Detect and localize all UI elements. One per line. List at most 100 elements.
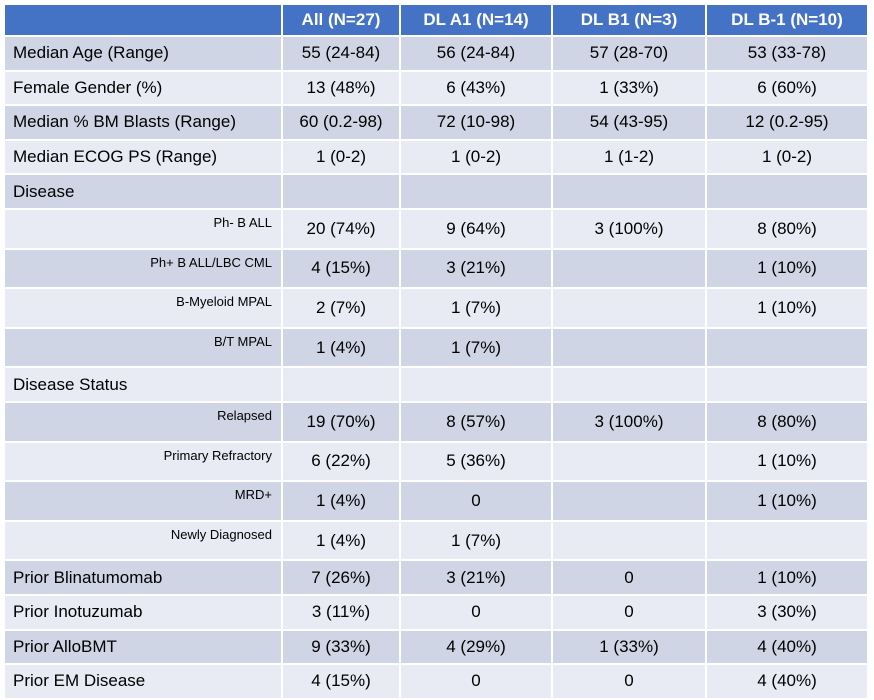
table-cell: 1 (1-2): [553, 140, 705, 174]
table-cell: [401, 368, 551, 401]
table-cell: 56 (24-84): [401, 37, 551, 70]
table-cell: 8 (80%): [707, 209, 867, 248]
table-cell: 12 (0.2-95): [707, 106, 867, 139]
table-cell: [401, 175, 551, 208]
table-cell: 6 (22%): [283, 442, 399, 481]
table-row: Ph- B ALL 20 (74%) 9 (64%) 3 (100%) 8 (80%): [5, 209, 867, 248]
table-cell: 0: [401, 665, 551, 698]
table-cell: 1 (10%): [707, 561, 867, 594]
table-cell: [553, 289, 705, 327]
table-cell: 4 (40%): [707, 630, 867, 664]
table-cell: 19 (70%): [283, 402, 399, 441]
table-cell: 8 (57%): [401, 402, 551, 441]
table-cell: [553, 328, 705, 367]
table-cell: 6 (43%): [401, 71, 551, 105]
table-cell: 20 (74%): [283, 209, 399, 248]
table-cell: [553, 249, 705, 288]
row-label: Median % BM Blasts (Range): [5, 106, 281, 139]
table-cell: 1 (4%): [283, 521, 399, 560]
table-cell: [707, 175, 867, 208]
row-label: Prior Inotuzumab: [5, 595, 281, 629]
table-cell: 2 (7%): [283, 289, 399, 327]
table-cell: 1 (0-2): [401, 140, 551, 174]
table-cell: 8 (80%): [707, 402, 867, 441]
table-cell: 9 (33%): [283, 630, 399, 664]
row-label: Median ECOG PS (Range): [5, 140, 281, 174]
table-cell: 0: [553, 561, 705, 594]
table-cell: 3 (30%): [707, 595, 867, 629]
table-cell: [553, 175, 705, 208]
table-cell: 1 (33%): [553, 71, 705, 105]
table-cell: 55 (24-84): [283, 37, 399, 70]
table-cell: 1 (33%): [553, 630, 705, 664]
header-cell-dl-b1: DL B1 (N=3): [553, 5, 705, 35]
table-row: MRD+ 1 (4%) 0 1 (10%): [5, 482, 867, 520]
table-cell: 3 (21%): [401, 249, 551, 288]
row-sublabel: Ph- B ALL: [5, 209, 281, 248]
table-row: Prior AlloBMT 9 (33%) 4 (29%) 1 (33%) 4 (40%…: [5, 630, 867, 664]
header-cell-all: All (N=27): [283, 5, 399, 35]
table-cell: 1 (7%): [401, 521, 551, 560]
table-row: Newly Diagnosed 1 (4%) 1 (7%): [5, 521, 867, 560]
row-label: Female Gender (%): [5, 71, 281, 105]
row-sublabel: MRD+: [5, 482, 281, 520]
header-cell-blank: [5, 5, 281, 35]
table-cell: 1 (0-2): [707, 140, 867, 174]
table-row: Disease Status: [5, 368, 867, 401]
row-label: Median Age (Range): [5, 37, 281, 70]
table-cell: [707, 328, 867, 367]
table-cell: 4 (15%): [283, 249, 399, 288]
table-cell: [707, 368, 867, 401]
row-label: Prior Blinatumomab: [5, 561, 281, 594]
table-row: Female Gender (%) 13 (48%) 6 (43%) 1 (33%) 6…: [5, 71, 867, 105]
table-row: B-Myeloid MPAL 2 (7%) 1 (7%) 1 (10%): [5, 289, 867, 327]
table-cell: 4 (40%): [707, 665, 867, 698]
table-cell: 3 (11%): [283, 595, 399, 629]
table-row: Ph+ B ALL/LBC CML 4 (15%) 3 (21%) 1 (10%): [5, 249, 867, 288]
table-row: Median Age (Range) 55 (24-84) 56 (24-84) 57…: [5, 37, 867, 70]
table-row: Median ECOG PS (Range) 1 (0-2) 1 (0-2) 1 (1…: [5, 140, 867, 174]
table-cell: 1 (7%): [401, 328, 551, 367]
table-cell: 3 (21%): [401, 561, 551, 594]
table-cell: 7 (26%): [283, 561, 399, 594]
table-cell: 0: [553, 665, 705, 698]
table-cell: [553, 368, 705, 401]
table-cell: 4 (15%): [283, 665, 399, 698]
table-cell: 1 (4%): [283, 482, 399, 520]
table-cell: 72 (10-98): [401, 106, 551, 139]
row-sublabel: Relapsed: [5, 402, 281, 441]
table-cell: 60 (0.2-98): [283, 106, 399, 139]
table-cell: 6 (60%): [707, 71, 867, 105]
table-cell: 3 (100%): [553, 209, 705, 248]
table-cell: [707, 521, 867, 560]
table-cell: 57 (28-70): [553, 37, 705, 70]
row-label: Prior EM Disease: [5, 665, 281, 698]
table-cell: 9 (64%): [401, 209, 551, 248]
table-cell: 1 (10%): [707, 289, 867, 327]
row-label: Disease: [5, 175, 281, 208]
table-cell: 0: [401, 595, 551, 629]
row-label: Prior AlloBMT: [5, 630, 281, 664]
table-row: Prior EM Disease 4 (15%) 0 0 4 (40%): [5, 665, 867, 698]
table-row: Median % BM Blasts (Range) 60 (0.2-98) 72 …: [5, 106, 867, 139]
table-cell: [283, 368, 399, 401]
row-sublabel: B-Myeloid MPAL: [5, 289, 281, 327]
table-cell: 4 (29%): [401, 630, 551, 664]
table-cell: 54 (43-95): [553, 106, 705, 139]
row-sublabel: Primary Refractory: [5, 442, 281, 481]
table-cell: 1 (10%): [707, 442, 867, 481]
row-sublabel: B/T MPAL: [5, 328, 281, 367]
row-sublabel: Ph+ B ALL/LBC CML: [5, 249, 281, 288]
patient-characteristics-table: All (N=27) DL A1 (N=14) DL B1 (N=3) DL B…: [3, 3, 869, 700]
table-cell: [553, 482, 705, 520]
table-cell: 1 (10%): [707, 249, 867, 288]
row-sublabel: Newly Diagnosed: [5, 521, 281, 560]
table-body: Median Age (Range) 55 (24-84) 56 (24-84) 57…: [5, 37, 867, 698]
header-cell-dl-a1: DL A1 (N=14): [401, 5, 551, 35]
table-cell: 3 (100%): [553, 402, 705, 441]
table-cell: [553, 521, 705, 560]
table-row: Disease: [5, 175, 867, 208]
table-row: Prior Inotuzumab 3 (11%) 0 0 3 (30%): [5, 595, 867, 629]
table-cell: 1 (4%): [283, 328, 399, 367]
table-cell: 13 (48%): [283, 71, 399, 105]
